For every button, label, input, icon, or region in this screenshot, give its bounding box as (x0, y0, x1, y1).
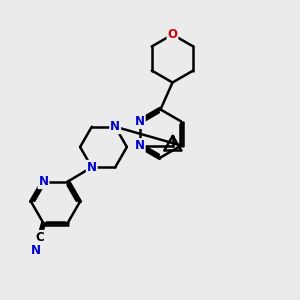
Text: N: N (31, 244, 40, 256)
Text: O: O (167, 28, 178, 41)
Text: N: N (110, 120, 120, 133)
Text: N: N (87, 161, 97, 174)
Text: N: N (38, 175, 49, 188)
Text: N: N (135, 115, 145, 128)
Text: N: N (135, 139, 145, 152)
Text: C: C (35, 231, 44, 244)
